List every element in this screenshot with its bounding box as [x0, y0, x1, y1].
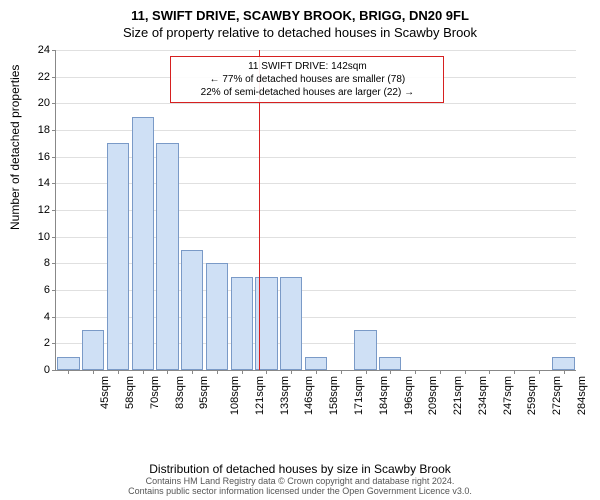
ytick-label: 12	[26, 204, 50, 216]
xtick-label: 95sqm	[198, 376, 210, 409]
ytick-mark	[52, 290, 56, 291]
ytick-mark	[52, 50, 56, 51]
chart-area: 02468101214161820222445sqm58sqm70sqm83sq…	[55, 50, 575, 410]
ytick-label: 24	[26, 44, 50, 56]
xtick-mark	[217, 370, 218, 374]
ytick-label: 10	[26, 231, 50, 243]
ytick-mark	[52, 130, 56, 131]
xtick-label: 108sqm	[229, 376, 241, 415]
xtick-label: 184sqm	[378, 376, 390, 415]
histogram-bar	[156, 143, 178, 370]
histogram-bar	[231, 277, 253, 370]
credit-line1: Contains HM Land Registry data © Crown c…	[146, 476, 455, 486]
xtick-label: 259sqm	[526, 376, 538, 415]
histogram-bar	[206, 263, 228, 370]
xtick-label: 284sqm	[576, 376, 588, 415]
xtick-label: 133sqm	[279, 376, 291, 415]
xtick-label: 83sqm	[174, 376, 186, 409]
xtick-label: 146sqm	[304, 376, 316, 415]
gridline	[56, 103, 576, 104]
histogram-bar	[57, 357, 79, 370]
ytick-mark	[52, 210, 56, 211]
xtick-mark	[465, 370, 466, 374]
xtick-mark	[68, 370, 69, 374]
y-axis-label: Number of detached properties	[8, 65, 22, 230]
ytick-mark	[52, 77, 56, 78]
histogram-bar	[107, 143, 129, 370]
ytick-mark	[52, 183, 56, 184]
credit-text: Contains HM Land Registry data © Crown c…	[0, 476, 600, 496]
xtick-mark	[341, 370, 342, 374]
annotation-line3: 22% of semi-detached houses are larger (…	[177, 86, 437, 99]
histogram-bar	[181, 250, 203, 370]
ytick-label: 4	[26, 311, 50, 323]
histogram-bar	[379, 357, 401, 370]
plot-region: 02468101214161820222445sqm58sqm70sqm83sq…	[55, 50, 576, 371]
xtick-label: 158sqm	[328, 376, 340, 415]
x-axis-label: Distribution of detached houses by size …	[0, 462, 600, 476]
xtick-mark	[316, 370, 317, 374]
xtick-mark	[514, 370, 515, 374]
ytick-mark	[52, 237, 56, 238]
xtick-mark	[242, 370, 243, 374]
xtick-mark	[143, 370, 144, 374]
histogram-bar	[280, 277, 302, 370]
ytick-label: 14	[26, 177, 50, 189]
ytick-mark	[52, 317, 56, 318]
histogram-bar	[552, 357, 574, 370]
ytick-mark	[52, 263, 56, 264]
ytick-mark	[52, 103, 56, 104]
xtick-mark	[440, 370, 441, 374]
xtick-mark	[415, 370, 416, 374]
histogram-bar	[354, 330, 376, 370]
ytick-label: 22	[26, 71, 50, 83]
xtick-label: 45sqm	[99, 376, 111, 409]
xtick-mark	[93, 370, 94, 374]
ytick-label: 6	[26, 284, 50, 296]
ytick-mark	[52, 343, 56, 344]
xtick-mark	[539, 370, 540, 374]
xtick-label: 221sqm	[452, 376, 464, 415]
gridline	[56, 50, 576, 51]
xtick-label: 70sqm	[149, 376, 161, 409]
xtick-mark	[192, 370, 193, 374]
chart-title-sub: Size of property relative to detached ho…	[0, 23, 600, 40]
ytick-label: 8	[26, 257, 50, 269]
histogram-bar	[132, 117, 154, 370]
annotation-box: 11 SWIFT DRIVE: 142sqm ← 77% of detached…	[170, 56, 444, 103]
credit-line2: Contains public sector information licen…	[128, 486, 472, 496]
xtick-label: 121sqm	[254, 376, 266, 415]
xtick-label: 247sqm	[502, 376, 514, 415]
xtick-label: 171sqm	[353, 376, 365, 415]
xtick-mark	[390, 370, 391, 374]
xtick-mark	[118, 370, 119, 374]
ytick-label: 16	[26, 151, 50, 163]
ytick-label: 0	[26, 364, 50, 376]
ytick-mark	[52, 157, 56, 158]
xtick-mark	[266, 370, 267, 374]
xtick-label: 272sqm	[551, 376, 563, 415]
xtick-mark	[366, 370, 367, 374]
ytick-label: 2	[26, 337, 50, 349]
annotation-line2: ← 77% of detached houses are smaller (78…	[177, 73, 437, 86]
histogram-bar	[305, 357, 327, 370]
histogram-bar	[82, 330, 104, 370]
xtick-mark	[564, 370, 565, 374]
xtick-label: 234sqm	[477, 376, 489, 415]
xtick-label: 209sqm	[427, 376, 439, 415]
xtick-label: 196sqm	[403, 376, 415, 415]
chart-title-main: 11, SWIFT DRIVE, SCAWBY BROOK, BRIGG, DN…	[0, 0, 600, 23]
xtick-mark	[489, 370, 490, 374]
annotation-line1: 11 SWIFT DRIVE: 142sqm	[177, 60, 437, 73]
xtick-mark	[167, 370, 168, 374]
xtick-mark	[291, 370, 292, 374]
ytick-mark	[52, 370, 56, 371]
ytick-label: 18	[26, 124, 50, 136]
ytick-label: 20	[26, 97, 50, 109]
xtick-label: 58sqm	[124, 376, 136, 409]
